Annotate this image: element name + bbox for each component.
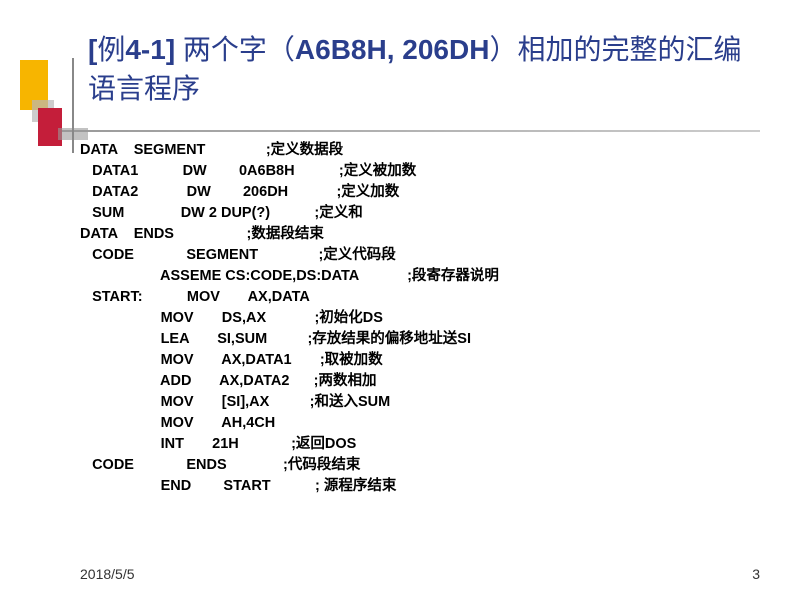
code-line: DATA SEGMENT ;定义数据段	[80, 140, 760, 161]
decor-vertical-line	[72, 58, 74, 153]
decor-square-red	[38, 108, 62, 146]
assembly-code-block: DATA SEGMENT ;定义数据段 DATA1 DW 0A6B8H ;定义被…	[80, 140, 760, 497]
footer-page-number: 3	[752, 566, 760, 582]
title-hex-values: A6B8H, 206DH	[295, 34, 490, 65]
code-line: ASSEME CS:CODE,DS:DATA ;段寄存器说明	[80, 266, 760, 287]
code-line: MOV AH,4CH	[80, 413, 760, 434]
code-line: START: MOV AX,DATA	[80, 287, 760, 308]
code-line: INT 21H ;返回DOS	[80, 434, 760, 455]
slide-footer: 2018/5/5 3	[80, 566, 760, 582]
title-text-1: 两个字（	[175, 34, 295, 65]
code-line: MOV DS,AX ;初始化DS	[80, 308, 760, 329]
code-line: SUM DW 2 DUP(?) ;定义和	[80, 203, 760, 224]
code-line: DATA2 DW 206DH ;定义加数	[80, 182, 760, 203]
slide-decoration	[20, 30, 90, 130]
title-underline	[50, 130, 760, 132]
code-line: MOV [SI],AX ;和送入SUM	[80, 392, 760, 413]
title-example-prefix: 例	[97, 34, 125, 65]
title-example-number: 4-1	[125, 34, 165, 65]
code-line: CODE SEGMENT ;定义代码段	[80, 245, 760, 266]
code-line: DATA ENDS ;数据段结束	[80, 224, 760, 245]
code-line: MOV AX,DATA1 ;取被加数	[80, 350, 760, 371]
code-line: CODE ENDS ;代码段结束	[80, 455, 760, 476]
title-bracket-close: ]	[166, 34, 175, 65]
code-line: DATA1 DW 0A6B8H ;定义被加数	[80, 161, 760, 182]
code-line: END START ; 源程序结束	[80, 476, 760, 497]
code-line: ADD AX,DATA2 ;两数相加	[80, 371, 760, 392]
slide-title: [例4-1] 两个字（A6B8H, 206DH）相加的完整的汇编语言程序	[88, 30, 760, 108]
footer-date: 2018/5/5	[80, 566, 135, 582]
title-bracket-open: [	[88, 34, 97, 65]
code-line: LEA SI,SUM ;存放结果的偏移地址送SI	[80, 329, 760, 350]
